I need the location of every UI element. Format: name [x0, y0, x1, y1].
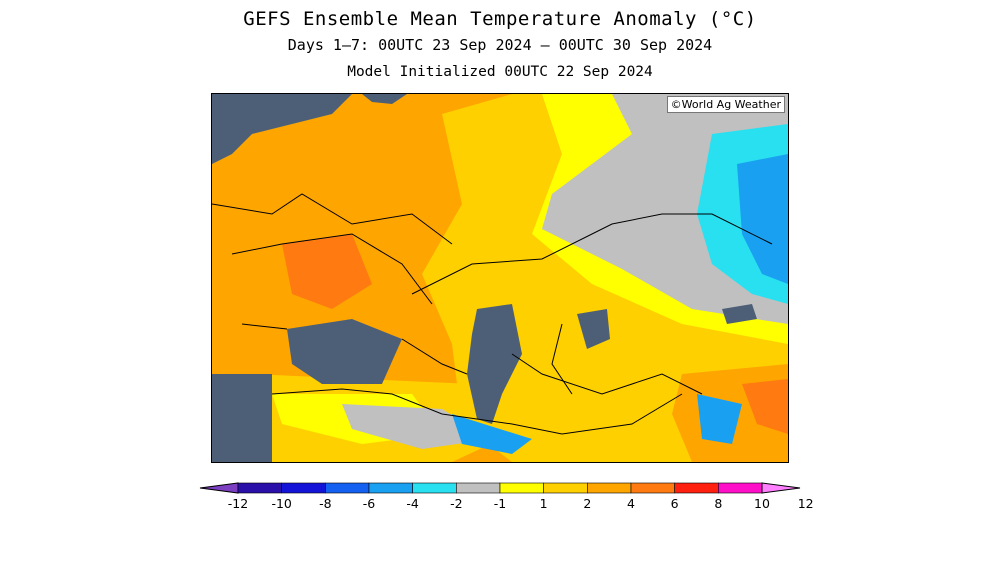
- map-svg: [212, 94, 788, 462]
- colorbar-bin: [368, 482, 413, 494]
- colorbar-max-arrow: [761, 482, 801, 494]
- caspian-sea: [467, 304, 522, 424]
- aral-sea: [577, 309, 610, 349]
- colorbar-tick-label: -4: [406, 496, 419, 511]
- colorbar-tick-label: 6: [670, 496, 679, 511]
- colorbar-tick-label: -2: [450, 496, 463, 511]
- colorbar-bin: [543, 482, 588, 494]
- lake-balkhash: [722, 304, 757, 324]
- colorbar-bin: [281, 482, 326, 494]
- temperature-anomaly-map: ©World Ag Weather: [211, 93, 789, 463]
- colorbar-tick-label: -10: [271, 496, 292, 511]
- anomaly-se-cool-zone: [697, 394, 742, 444]
- white-sea: [362, 94, 407, 104]
- colorbar-tick-label: 2: [583, 496, 592, 511]
- colorbar-bin: [412, 482, 457, 494]
- colorbar-tick-label: 10: [754, 496, 770, 511]
- black-sea: [287, 319, 402, 384]
- colorbar-tick-label: 1: [539, 496, 548, 511]
- colorbar: [199, 482, 801, 494]
- anomaly-cool-2-4-zone: [737, 154, 788, 284]
- colorbar-tick-label: -12: [227, 496, 249, 511]
- colorbar-bin: [499, 482, 544, 494]
- colorbar-min-arrow: [199, 482, 239, 494]
- anomaly-south-neutral-zone: [342, 404, 492, 449]
- colorbar-bin: [718, 482, 763, 494]
- colorbar-tick-label: 8: [714, 496, 723, 511]
- aegean-mediterranean-sea: [212, 374, 272, 462]
- credit-label: ©World Ag Weather: [666, 96, 785, 113]
- colorbar-tick-label: -8: [319, 496, 332, 511]
- colorbar-bin: [237, 482, 282, 494]
- anomaly-se-6-8-zone: [742, 379, 788, 434]
- country-borders: [212, 193, 773, 435]
- map-subtitle: Days 1–7: 00UTC 23 Sep 2024 – 00UTC 30 S…: [287, 36, 713, 54]
- colorbar-tick-label: 12: [797, 496, 814, 511]
- model-init-line: Model Initialized 00UTC 22 Sep 2024: [347, 64, 653, 80]
- baltic-sea: [212, 94, 352, 164]
- colorbar-tick-label: 4: [627, 496, 635, 511]
- anomaly-west-6-8-zone: [282, 234, 372, 309]
- map-title: GEFS Ensemble Mean Temperature Anomaly (…: [243, 8, 757, 30]
- colorbar-bin: [587, 482, 632, 494]
- colorbar-bin: [674, 482, 719, 494]
- colorbar-tick-label: -1: [493, 496, 507, 511]
- colorbar-bin: [456, 482, 501, 494]
- colorbar-bin: [325, 482, 370, 494]
- colorbar-bin: [630, 482, 675, 494]
- anomaly-south-cool-zone: [452, 414, 532, 454]
- colorbar-tick-label: -6: [362, 496, 376, 511]
